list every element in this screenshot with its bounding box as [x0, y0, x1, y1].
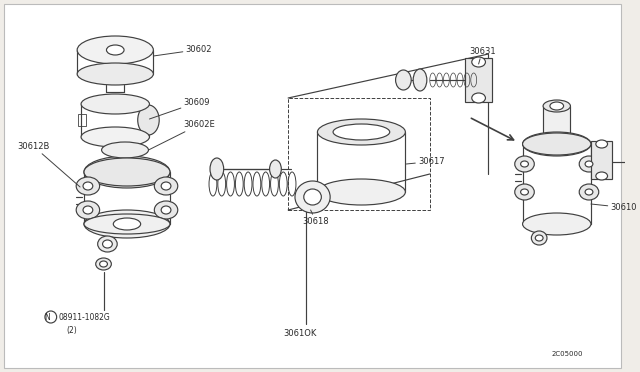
Ellipse shape [333, 124, 390, 140]
Ellipse shape [523, 213, 591, 235]
Ellipse shape [523, 133, 591, 155]
Ellipse shape [631, 152, 640, 172]
Ellipse shape [102, 142, 148, 158]
Ellipse shape [84, 156, 170, 188]
Text: 08911-1082G: 08911-1082G [59, 312, 110, 321]
Ellipse shape [531, 231, 547, 245]
Text: 30610: 30610 [591, 203, 637, 212]
Ellipse shape [84, 210, 170, 238]
Ellipse shape [596, 140, 607, 148]
Ellipse shape [83, 206, 93, 214]
Ellipse shape [317, 119, 405, 145]
Ellipse shape [113, 218, 141, 230]
Ellipse shape [317, 179, 405, 205]
Text: 3061OK: 3061OK [284, 330, 317, 339]
Ellipse shape [413, 69, 427, 91]
Ellipse shape [269, 160, 282, 178]
Ellipse shape [84, 214, 170, 234]
Ellipse shape [161, 206, 171, 214]
Ellipse shape [523, 132, 591, 156]
Ellipse shape [535, 235, 543, 241]
Bar [288, 98, 430, 210]
Bar [78, 114, 86, 126]
Text: 2C05000: 2C05000 [552, 351, 584, 357]
Ellipse shape [84, 158, 170, 186]
Text: (2): (2) [67, 326, 77, 334]
Ellipse shape [585, 189, 593, 195]
Ellipse shape [520, 189, 529, 195]
Bar [591, 141, 612, 179]
Ellipse shape [45, 311, 57, 323]
Ellipse shape [154, 177, 178, 195]
Ellipse shape [81, 127, 150, 147]
Text: 30612B: 30612B [17, 142, 80, 187]
Ellipse shape [396, 70, 412, 90]
Ellipse shape [579, 184, 599, 200]
Text: 30602E: 30602E [148, 120, 216, 150]
Ellipse shape [98, 236, 117, 252]
Ellipse shape [106, 45, 124, 55]
Ellipse shape [100, 261, 108, 267]
Ellipse shape [102, 240, 113, 248]
Ellipse shape [585, 161, 593, 167]
Ellipse shape [515, 156, 534, 172]
Ellipse shape [295, 181, 330, 213]
Bar [465, 58, 492, 102]
Ellipse shape [210, 158, 223, 180]
Ellipse shape [161, 182, 171, 190]
Ellipse shape [76, 201, 100, 219]
Ellipse shape [83, 182, 93, 190]
Ellipse shape [77, 63, 154, 85]
Ellipse shape [472, 57, 486, 67]
Text: 30602: 30602 [154, 45, 212, 56]
Ellipse shape [154, 201, 178, 219]
Ellipse shape [77, 36, 154, 64]
Bar [543, 106, 570, 144]
Ellipse shape [138, 105, 159, 135]
Ellipse shape [81, 94, 150, 114]
Ellipse shape [515, 184, 534, 200]
Ellipse shape [550, 102, 564, 110]
Ellipse shape [76, 177, 100, 195]
Ellipse shape [579, 156, 599, 172]
Ellipse shape [543, 100, 570, 112]
Ellipse shape [596, 172, 607, 180]
Text: 30609: 30609 [150, 98, 210, 119]
Ellipse shape [304, 189, 321, 205]
Text: 30617: 30617 [406, 157, 445, 166]
Ellipse shape [520, 161, 529, 167]
Text: 30631: 30631 [469, 47, 495, 64]
Ellipse shape [472, 93, 486, 103]
Text: 30618: 30618 [303, 210, 330, 226]
Ellipse shape [96, 258, 111, 270]
Text: N: N [44, 312, 50, 321]
